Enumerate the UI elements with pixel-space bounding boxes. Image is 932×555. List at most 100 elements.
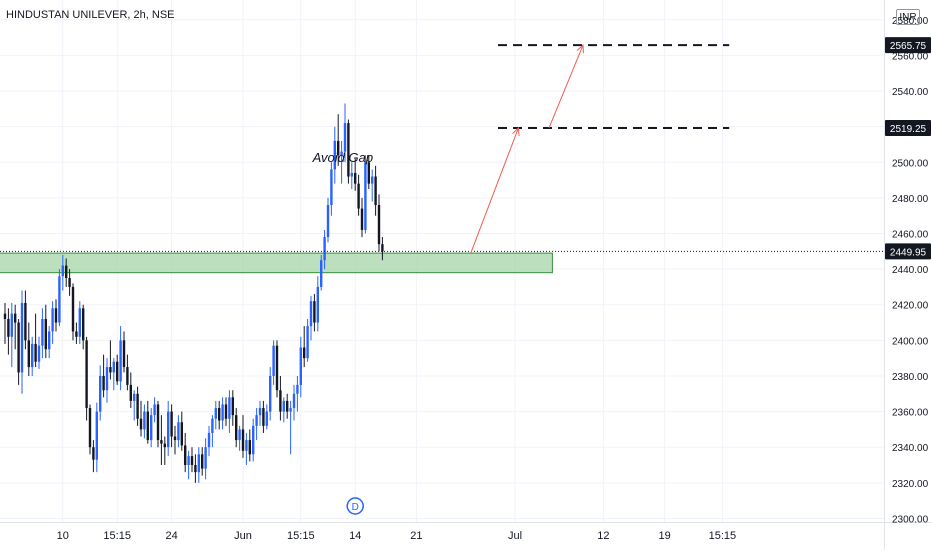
candle-body bbox=[262, 408, 265, 426]
candle-body bbox=[51, 308, 54, 332]
x-axis-labels[interactable]: 10 15:15 24 Jun 15:15 14 21 Jul 12 19 15:15 bbox=[57, 530, 736, 542]
candle bbox=[14, 304, 17, 350]
candle-body bbox=[34, 343, 37, 362]
candle-body bbox=[170, 411, 173, 437]
candle bbox=[231, 390, 234, 426]
candle-body bbox=[92, 447, 95, 460]
candle-body bbox=[3, 313, 7, 319]
candle bbox=[207, 425, 211, 457]
candle bbox=[133, 390, 136, 421]
candle bbox=[126, 354, 129, 391]
candle bbox=[313, 294, 316, 332]
candle bbox=[218, 400, 221, 430]
candle bbox=[262, 400, 265, 433]
y-tick-label: 2340.00 bbox=[892, 443, 929, 454]
candle bbox=[292, 384, 296, 421]
candle-body bbox=[173, 436, 177, 441]
candle-body bbox=[75, 331, 78, 337]
candle bbox=[99, 365, 102, 421]
candle-body bbox=[17, 322, 20, 373]
candle bbox=[252, 418, 255, 462]
candle bbox=[228, 390, 231, 433]
y-tick-label: 2460.00 bbox=[892, 230, 929, 241]
candle bbox=[37, 336, 41, 369]
candle-body bbox=[61, 265, 64, 277]
candle-body bbox=[255, 415, 258, 426]
candle bbox=[180, 411, 183, 451]
candle bbox=[350, 162, 353, 189]
x-tick-label: 10 bbox=[57, 530, 69, 542]
arrow-head bbox=[512, 126, 520, 137]
candle-body bbox=[320, 260, 323, 287]
candle bbox=[354, 158, 357, 191]
candle-body bbox=[180, 422, 183, 446]
candle-body bbox=[299, 347, 302, 385]
dividend-event-marker[interactable]: D bbox=[346, 497, 364, 515]
candle-body bbox=[347, 123, 350, 177]
currency-button[interactable]: INR bbox=[896, 9, 920, 25]
support-zone-layer bbox=[0, 252, 553, 274]
candle-body bbox=[211, 418, 214, 433]
price-tag-text: 2519.25 bbox=[890, 124, 927, 135]
candle bbox=[323, 229, 326, 270]
candle-body bbox=[296, 384, 299, 394]
candle bbox=[24, 290, 27, 350]
candle-body bbox=[7, 318, 10, 337]
candle-body bbox=[10, 313, 13, 337]
candle bbox=[173, 425, 177, 455]
candle-body bbox=[374, 176, 377, 206]
candle bbox=[367, 155, 370, 189]
event-marker-label: D bbox=[352, 502, 359, 513]
candle bbox=[360, 197, 364, 238]
candle-body bbox=[201, 454, 204, 469]
candle bbox=[197, 447, 200, 483]
candle bbox=[27, 322, 30, 376]
candle-body bbox=[272, 345, 275, 376]
candle bbox=[75, 322, 78, 344]
candle-body bbox=[126, 367, 129, 385]
candle bbox=[320, 254, 323, 291]
candle-body bbox=[112, 361, 115, 373]
candle bbox=[105, 358, 109, 403]
candle bbox=[299, 336, 302, 398]
candle-body bbox=[377, 205, 381, 245]
candle bbox=[167, 400, 170, 457]
candle bbox=[88, 404, 92, 455]
candle bbox=[330, 162, 333, 216]
candle bbox=[371, 169, 374, 202]
candle bbox=[34, 313, 37, 368]
price-tag-bg bbox=[885, 243, 931, 260]
projection-arrows-layer bbox=[470, 44, 584, 254]
candle bbox=[326, 197, 330, 243]
candle bbox=[286, 393, 289, 419]
candle-body bbox=[313, 301, 316, 323]
candle bbox=[204, 438, 207, 480]
candle-body bbox=[122, 340, 126, 368]
candle bbox=[116, 354, 119, 385]
candle bbox=[44, 304, 47, 359]
candle-body bbox=[303, 347, 306, 359]
x-tick-label: 24 bbox=[165, 530, 177, 542]
candle bbox=[3, 302, 7, 344]
candle-body bbox=[224, 404, 228, 419]
candle-body bbox=[109, 367, 112, 373]
candle-body bbox=[323, 237, 326, 261]
candle-body bbox=[44, 318, 47, 350]
y-axis-labels[interactable]: 2300.00 2320.00 2340.00 2360.00 2380.00 2400.… bbox=[892, 16, 929, 526]
candle-body bbox=[139, 418, 143, 430]
candle-body bbox=[37, 345, 41, 362]
candle bbox=[221, 397, 224, 430]
candle-body bbox=[163, 443, 166, 448]
candle bbox=[61, 254, 64, 291]
candle bbox=[143, 404, 146, 439]
candle bbox=[337, 114, 340, 166]
arrow-shaft bbox=[470, 127, 519, 254]
candle-body bbox=[241, 429, 245, 451]
avoid-gap-annotation[interactable]: Avoid Gap bbox=[312, 150, 373, 165]
level-price-tag: 2565.75 bbox=[885, 37, 931, 54]
candle-body bbox=[119, 340, 122, 382]
candle bbox=[102, 354, 105, 398]
candle-body bbox=[367, 162, 370, 184]
candle bbox=[153, 397, 156, 423]
